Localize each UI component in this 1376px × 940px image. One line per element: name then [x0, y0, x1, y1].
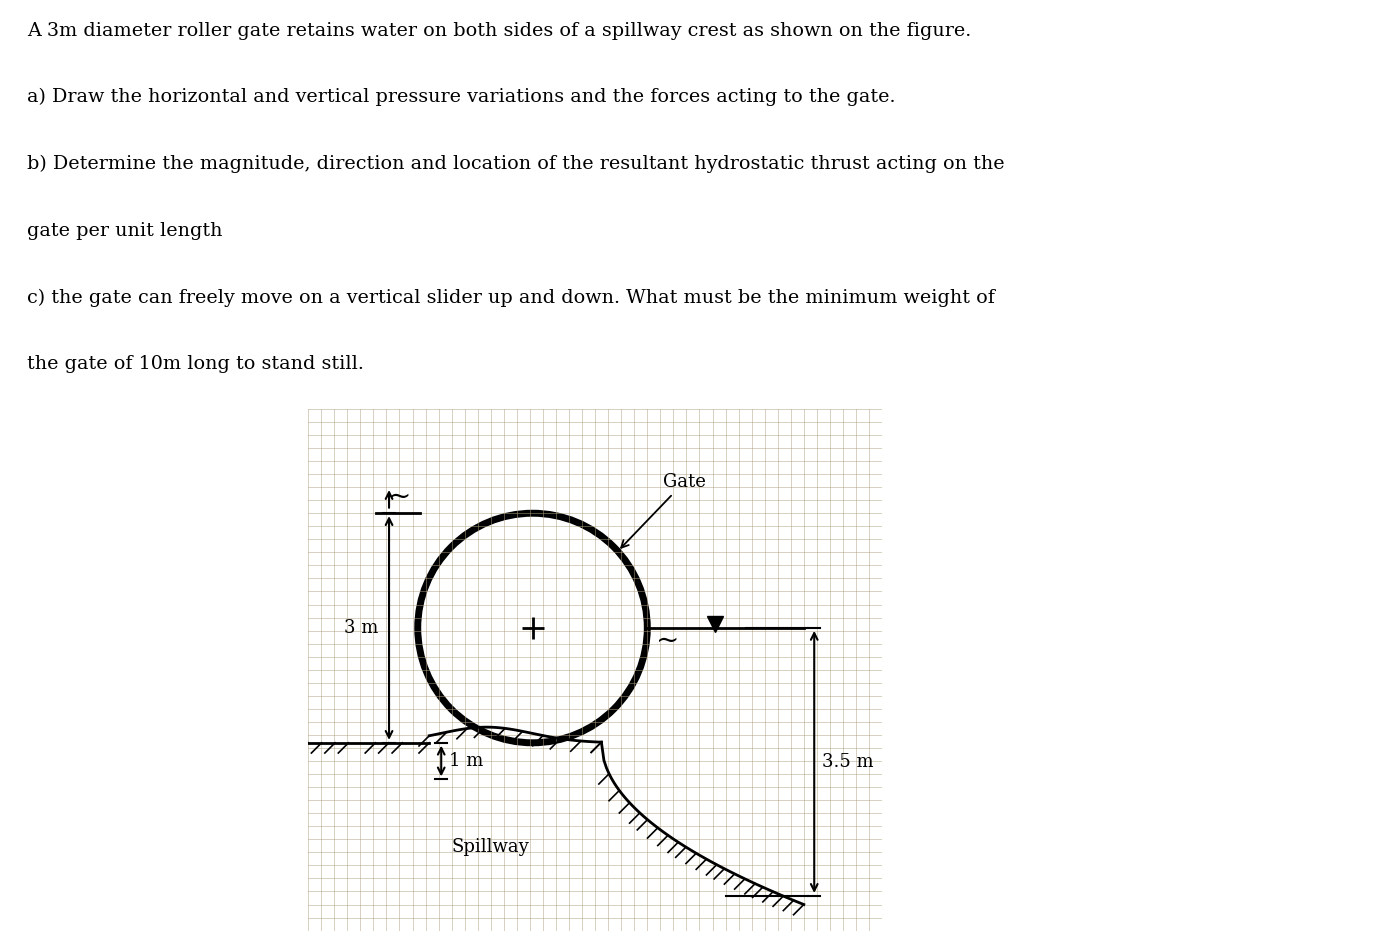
- Text: ~: ~: [388, 484, 411, 510]
- Text: 1 m: 1 m: [449, 752, 483, 770]
- Text: 3 m: 3 m: [344, 619, 378, 637]
- Text: b) Determine the magnitude, direction and location of the resultant hydrostatic : b) Determine the magnitude, direction an…: [28, 155, 1004, 173]
- Text: gate per unit length: gate per unit length: [28, 222, 223, 240]
- Text: A 3m diameter roller gate retains water on both sides of a spillway crest as sho: A 3m diameter roller gate retains water …: [28, 22, 971, 39]
- Text: the gate of 10m long to stand still.: the gate of 10m long to stand still.: [28, 355, 365, 373]
- Text: c) the gate can freely move on a vertical slider up and down. What must be the m: c) the gate can freely move on a vertica…: [28, 289, 995, 306]
- Text: Gate: Gate: [621, 473, 706, 548]
- Text: 3.5 m: 3.5 m: [821, 753, 874, 771]
- Text: a) Draw the horizontal and vertical pressure variations and the forces acting to: a) Draw the horizontal and vertical pres…: [28, 88, 896, 106]
- Text: Spillway: Spillway: [451, 838, 530, 856]
- Text: ~: ~: [656, 628, 680, 655]
